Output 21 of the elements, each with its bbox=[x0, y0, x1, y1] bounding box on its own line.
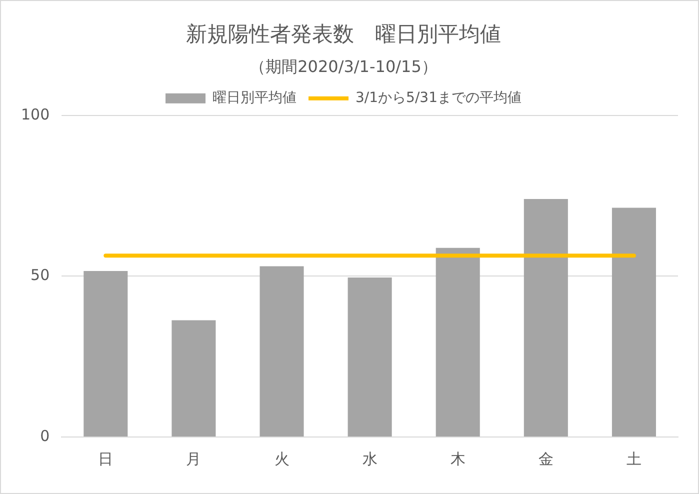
x-tick-label: 日 bbox=[98, 450, 114, 468]
y-tick-label: 0 bbox=[40, 426, 50, 445]
y-tick-label: 50 bbox=[30, 266, 50, 284]
x-tick-label: 土 bbox=[626, 450, 642, 468]
x-tick-label: 水 bbox=[362, 450, 378, 468]
legend-label: 3/1から5/31までの平均値 bbox=[356, 90, 522, 106]
bar bbox=[260, 266, 304, 436]
bar bbox=[612, 208, 656, 436]
x-tick-label: 月 bbox=[186, 450, 202, 468]
bar bbox=[84, 271, 128, 436]
bar bbox=[172, 320, 216, 436]
x-tick-label: 木 bbox=[450, 450, 466, 468]
bar bbox=[436, 248, 480, 436]
chart-title: 新規陽性者発表数 曜日別平均値 bbox=[186, 22, 501, 46]
x-tick-label: 火 bbox=[274, 450, 290, 468]
y-tick-label: 100 bbox=[20, 105, 50, 124]
legend-label: 曜日別平均値 bbox=[212, 90, 297, 106]
x-tick-label: 金 bbox=[538, 450, 554, 468]
chart-subtitle: （期間2020/3/1-10/15） bbox=[250, 56, 438, 76]
bar bbox=[524, 199, 568, 436]
bar bbox=[348, 277, 392, 436]
